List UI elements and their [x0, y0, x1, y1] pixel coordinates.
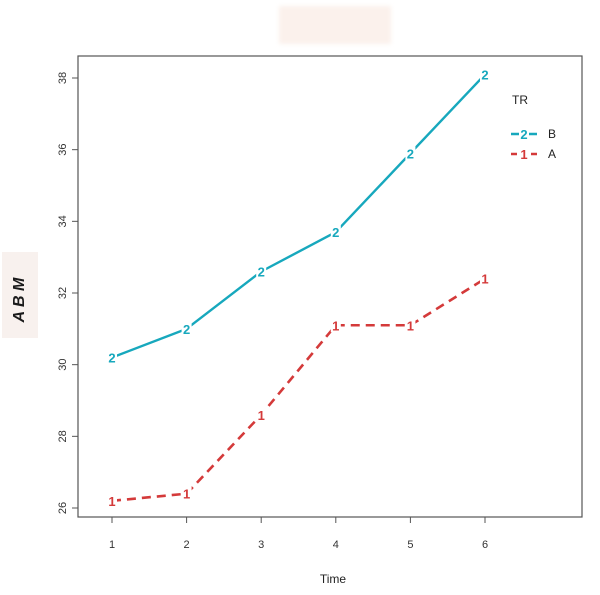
- y-tick-label: 30: [57, 359, 69, 371]
- legend-symbol: 1: [520, 147, 527, 162]
- series-A-point: 1: [407, 318, 414, 333]
- point-marker-background: [107, 350, 117, 365]
- y-tick-label: 26: [57, 502, 69, 514]
- series-A-line: [111, 277, 486, 503]
- x-tick-label: 3: [258, 539, 264, 551]
- series-A-point: 1: [258, 408, 265, 423]
- title-blurred-patch: [279, 6, 391, 44]
- legend-symbol-background: [519, 147, 529, 161]
- y-tick-label: 36: [57, 144, 69, 156]
- series-A-point: 1: [332, 318, 339, 333]
- point-marker-background: [330, 225, 341, 240]
- x-axis-title: Time: [320, 572, 347, 586]
- legend-label: A: [548, 147, 556, 161]
- series-A: 1 1 1 1 1 1: [107, 271, 490, 509]
- point-marker-background: [181, 486, 192, 501]
- x-tick-label: 6: [482, 539, 488, 551]
- series-B-point: 2: [108, 351, 115, 366]
- series-layer: 2 2 2 2 2 2 1 1 1 1 1 1: [107, 67, 490, 509]
- point-marker-background: [181, 321, 192, 336]
- y-tick-label: 34: [57, 215, 69, 227]
- series-A-point: 1: [108, 494, 115, 509]
- x-axis: 1 2 3 4 5 6: [109, 517, 488, 551]
- legend-title: TR: [512, 93, 528, 107]
- series-B-point: 2: [481, 67, 488, 82]
- point-marker-background: [405, 318, 416, 333]
- series-B-point: 2: [183, 322, 190, 337]
- x-tick-label: 1: [109, 539, 115, 551]
- legend-symbol-background: [519, 127, 529, 141]
- x-tick-label: 5: [407, 539, 413, 551]
- series-B: 2 2 2 2 2 2: [107, 67, 490, 366]
- y-axis: 26 28 30 32 34 36 38: [57, 72, 78, 514]
- y-tick-label: 32: [57, 287, 69, 299]
- point-marker-background: [480, 271, 490, 286]
- point-marker-background: [107, 493, 117, 508]
- x-tick-label: 4: [333, 539, 339, 551]
- series-B-point: 2: [258, 265, 265, 280]
- point-marker-background: [480, 67, 490, 82]
- point-marker-background: [256, 264, 267, 279]
- legend-label: B: [548, 127, 556, 141]
- ylabel-background: [2, 252, 38, 338]
- plot-frame: [77, 55, 583, 518]
- point-marker-background: [330, 318, 341, 333]
- series-A-point: 1: [481, 272, 488, 287]
- series-B-line: [111, 73, 486, 359]
- series-A-point: 1: [183, 487, 190, 502]
- y-axis-title: A B M: [11, 277, 28, 323]
- legend: TR 2 B1 A: [511, 93, 556, 162]
- series-B-point: 2: [407, 146, 414, 161]
- point-marker-background: [256, 407, 267, 422]
- series-B-point: 2: [332, 225, 339, 240]
- legend-symbol: 2: [520, 127, 527, 142]
- y-tick-label: 38: [57, 72, 69, 84]
- x-tick-label: 2: [184, 539, 190, 551]
- point-marker-background: [405, 146, 416, 161]
- y-tick-label: 28: [57, 430, 69, 442]
